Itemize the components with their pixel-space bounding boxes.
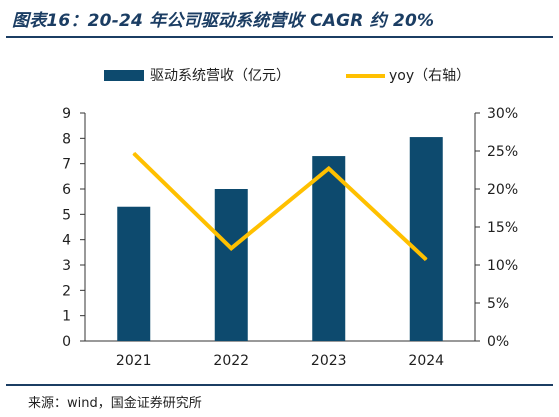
right-axis-tick-label: 20% [487, 182, 518, 198]
right-axis-tick-label: 0% [487, 334, 509, 350]
left-axis-tick-label: 8 [62, 131, 71, 147]
right-axis-tick-label: 25% [487, 144, 518, 160]
left-axis-tick-label: 2 [62, 283, 71, 299]
left-axis-tick-label: 1 [62, 309, 71, 325]
bar-2021 [117, 206, 151, 341]
source-note: 来源：wind，国金证券研究所 [28, 396, 202, 411]
legend-label-bar: 驱动系统营收（亿元） [150, 68, 290, 84]
bar-2024 [409, 137, 443, 341]
yoy-point-2021 [133, 152, 135, 154]
right-axis-tick-label: 5% [487, 296, 509, 312]
left-axis-tick-label: 9 [62, 106, 71, 122]
yoy-point-2024 [425, 259, 427, 261]
yoy-line [132, 151, 428, 262]
left-axis-tick-label: 7 [62, 157, 71, 173]
right-axis-tick-label: 30% [487, 106, 518, 122]
footer-divider [6, 384, 553, 386]
yoy-point-2023 [328, 167, 330, 169]
left-axis-tick-label: 6 [62, 182, 71, 198]
title-divider [6, 36, 553, 38]
x-axis-tick-label: 2023 [311, 353, 347, 369]
chart-title: 图表16：20-24 年公司驱动系统营收 CAGR 约 20% [12, 11, 435, 31]
x-axis-tick-label: 2021 [116, 353, 152, 369]
left-axis-tick-label: 3 [62, 258, 71, 274]
bar-2023 [312, 156, 346, 341]
bar-2022 [214, 189, 248, 341]
x-axis-tick-label: 2022 [213, 353, 249, 369]
legend-swatch-bar [104, 70, 144, 81]
left-axis-tick-label: 5 [62, 207, 71, 223]
right-axis-tick-label: 10% [487, 258, 518, 274]
yoy-point-2022 [230, 247, 232, 249]
left-axis-tick-label: 4 [62, 233, 71, 249]
legend-label-line: yoy（右轴） [389, 68, 470, 84]
right-axis-tick-label: 15% [487, 220, 518, 236]
x-axis-tick-label: 2024 [408, 353, 444, 369]
left-axis-tick-label: 0 [62, 334, 71, 350]
